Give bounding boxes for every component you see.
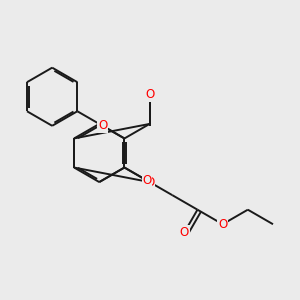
- Text: O: O: [218, 218, 227, 231]
- Text: O: O: [145, 176, 154, 189]
- Text: O: O: [145, 88, 154, 101]
- Text: O: O: [180, 226, 189, 239]
- Text: O: O: [142, 174, 152, 187]
- Text: O: O: [98, 119, 107, 132]
